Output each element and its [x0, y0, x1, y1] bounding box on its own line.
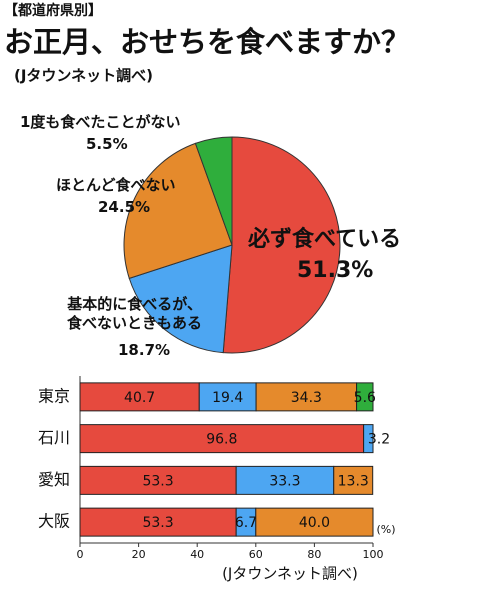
x-tick-label: 20	[132, 548, 146, 561]
y-tick-label: 東京	[38, 386, 70, 405]
bar-value-label: 53.3	[142, 515, 173, 531]
pie-category-label: 必ず食べている	[248, 227, 402, 252]
bar-value-label: 13.3	[338, 473, 369, 489]
bar-value-label: 6.7	[235, 515, 257, 531]
y-tick-label: 大阪	[38, 512, 70, 531]
subtitle: (Jタウンネット調べ)	[14, 67, 153, 85]
pie-value-label: 24.5%	[98, 198, 151, 216]
y-tick-label: 愛知	[38, 470, 70, 489]
pie-value-label: 51.3%	[297, 258, 374, 283]
bar-value-label: 40.7	[124, 390, 155, 406]
pie-slice	[128, 244, 233, 354]
bar-segment	[363, 424, 374, 454]
pie-category-label: 基本的に食べるが、食べないときもある	[66, 295, 202, 332]
bar-segment	[356, 382, 374, 412]
x-tick-label: 100	[363, 548, 384, 561]
bar-segment	[255, 382, 358, 412]
x-tick-label: 40	[190, 548, 204, 561]
bar-value-label: 3.2	[368, 432, 390, 448]
bar-value-label: 34.3	[291, 390, 322, 406]
chart-title: お正月、おせちを食べますか？	[4, 25, 410, 59]
bar-segment	[79, 507, 237, 537]
bar-value-label: 53.3	[142, 473, 173, 489]
y-tick-label: 石川	[38, 428, 70, 447]
pie-value-label: 18.7%	[118, 341, 171, 359]
pie-slice	[123, 142, 233, 280]
bar-value-label: 19.4	[212, 390, 243, 406]
x-tick-label: 80	[307, 548, 321, 561]
bar-value-label: 96.8	[206, 432, 237, 448]
pie-category-label: ほとんど食べない	[56, 176, 176, 194]
bar-segment	[255, 507, 374, 537]
source: (Jタウンネット調べ)	[222, 565, 358, 583]
x-tick-label: 60	[249, 548, 263, 561]
pie-category-label: 1度も食べたことがない	[20, 113, 181, 131]
bar-value-label: 40.0	[299, 515, 330, 531]
bar-value-label: 5.6	[354, 390, 376, 406]
bar-segment	[79, 382, 200, 412]
kicker: 【都道府県別】	[4, 2, 102, 19]
pie-value-label: 5.5%	[86, 135, 128, 153]
x-axis-unit: (%)	[376, 523, 395, 536]
bar-segment	[235, 465, 335, 495]
bar-segment	[333, 465, 374, 495]
bar-segment	[79, 424, 365, 454]
pie-slice	[194, 136, 233, 246]
bar-value-label: 33.3	[269, 473, 300, 489]
x-tick-label: 0	[77, 548, 84, 561]
pie-slice	[222, 136, 341, 354]
